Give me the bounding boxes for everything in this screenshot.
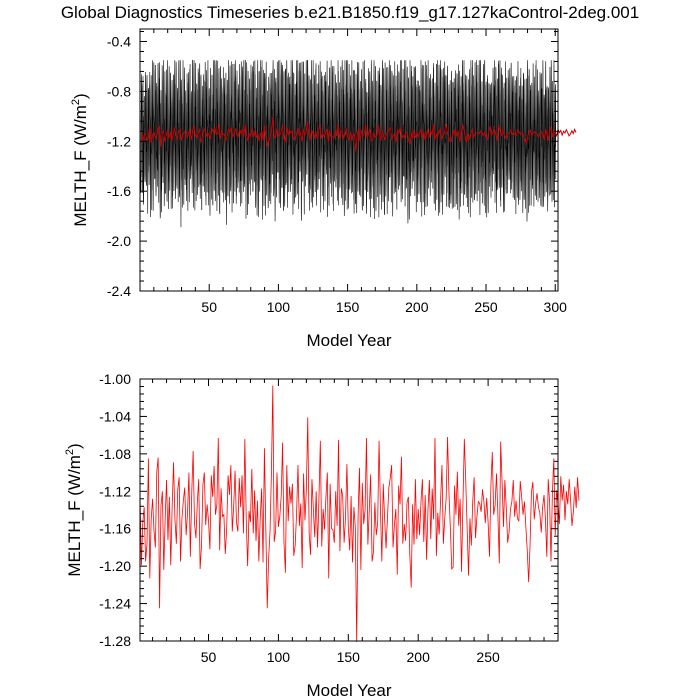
top-chart: 50 100 150 200 250 300 -0.4 -0.8 -1.2 -1.6 -2.0 -2.… <box>70 28 577 350</box>
top-x-axis-label: Model Year <box>306 331 391 350</box>
bottom-y-label-sup: 2 <box>64 449 76 455</box>
top-y-label-end: ) <box>71 93 90 99</box>
x-tick-label: 250 <box>474 299 498 315</box>
x-tick-label: 300 <box>544 299 568 315</box>
y-tick-label: -2.0 <box>107 233 131 249</box>
top-y-label-sup: 2 <box>70 99 82 105</box>
top-chart-ticks: 50 100 150 200 250 300 -0.4 -0.8 -1.2 -1.6 -2.0 -2.… <box>107 29 567 315</box>
x-tick-label: 50 <box>201 649 217 665</box>
bottom-plot-frame <box>139 378 559 642</box>
bottom-chart: 50 100 150 200 250 -1.00 -1.04 -1.08 -1.12 -1.16 -… <box>64 371 580 700</box>
x-tick-label: 200 <box>407 649 431 665</box>
y-tick-label: -0.8 <box>107 83 131 99</box>
x-tick-label: 100 <box>267 649 291 665</box>
monthly-series-line <box>140 59 557 228</box>
y-tick-label: -1.08 <box>99 446 131 462</box>
bottom-chart-ticks: 50 100 150 200 250 -1.00 -1.04 -1.08 -1.12 -1.16 -… <box>99 371 558 665</box>
x-tick-label: 250 <box>476 649 500 665</box>
annual-mean-line <box>139 385 580 642</box>
y-tick-label: -1.12 <box>99 483 131 499</box>
y-tick-label: -1.00 <box>99 371 131 387</box>
y-tick-label: -1.24 <box>99 596 131 612</box>
bottom-y-label-main: MELTH_F (W/m <box>65 455 84 577</box>
y-tick-label: -1.20 <box>99 558 131 574</box>
x-tick-label: 200 <box>405 299 429 315</box>
x-tick-label: 150 <box>337 649 361 665</box>
page-title: Global Diagnostics Timeseries b.e21.B185… <box>61 3 639 22</box>
y-tick-label: -0.4 <box>107 33 131 49</box>
x-tick-label: 150 <box>336 299 360 315</box>
bottom-y-axis-label: MELTH_F (W/m2) <box>64 443 84 576</box>
y-tick-label: -1.2 <box>107 133 131 149</box>
y-tick-label: -1.28 <box>99 633 131 649</box>
top-plot-frame <box>139 28 559 292</box>
bottom-x-axis-label: Model Year <box>306 681 391 700</box>
y-tick-label: -1.6 <box>107 183 131 199</box>
annual-mean-series-line <box>140 117 577 152</box>
top-chart-series-group <box>140 59 577 228</box>
y-tick-label: -1.04 <box>99 408 131 424</box>
bottom-y-label-end: ) <box>65 443 84 449</box>
top-y-label-main: MELTH_F (W/m <box>71 105 90 227</box>
x-tick-label: 100 <box>267 299 291 315</box>
y-tick-label: -1.16 <box>99 521 131 537</box>
y-tick-label: -2.4 <box>107 283 131 299</box>
bottom-chart-series-group <box>139 385 580 642</box>
top-y-axis-label: MELTH_F (W/m2) <box>70 93 90 226</box>
x-tick-label: 50 <box>201 299 217 315</box>
